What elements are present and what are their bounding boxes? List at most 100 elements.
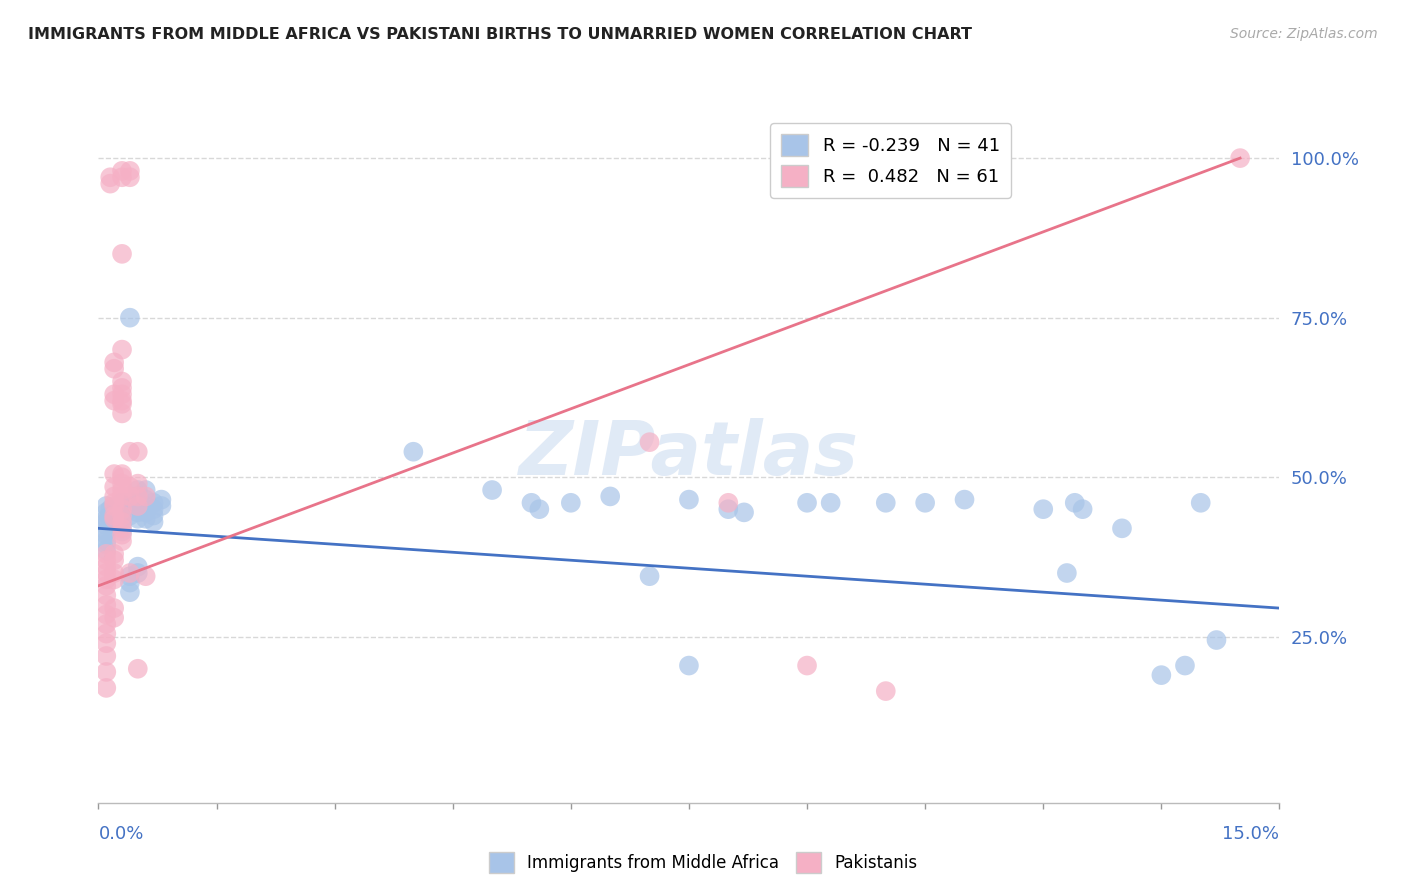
- Point: [820, 496, 842, 510]
- Point: [481, 483, 503, 497]
- Point: [103, 393, 125, 408]
- Point: [127, 662, 149, 676]
- Point: [127, 483, 149, 497]
- Point: [98, 502, 121, 516]
- Point: [103, 499, 125, 513]
- Point: [678, 492, 700, 507]
- Point: [1205, 633, 1227, 648]
- Point: [142, 496, 165, 510]
- Point: [98, 177, 121, 191]
- Point: [96, 681, 118, 695]
- Point: [529, 502, 551, 516]
- Point: [1063, 496, 1085, 510]
- Point: [96, 527, 118, 541]
- Point: [111, 375, 134, 389]
- Point: [96, 524, 118, 539]
- Point: [103, 515, 125, 529]
- Point: [560, 496, 582, 510]
- Point: [118, 310, 141, 325]
- Point: [135, 512, 157, 526]
- Point: [118, 444, 141, 458]
- Point: [96, 553, 118, 567]
- Point: [98, 508, 121, 523]
- Point: [96, 537, 118, 551]
- Point: [96, 636, 118, 650]
- Point: [127, 505, 149, 519]
- Point: [103, 361, 125, 376]
- Point: [103, 601, 125, 615]
- Point: [135, 490, 157, 504]
- Point: [678, 658, 700, 673]
- Point: [96, 598, 118, 612]
- Point: [103, 509, 125, 524]
- Point: [1071, 502, 1094, 516]
- Point: [118, 170, 141, 185]
- Point: [127, 566, 149, 580]
- Point: [142, 515, 165, 529]
- Y-axis label: Births to Unmarried Women: Births to Unmarried Women: [0, 339, 8, 571]
- Point: [111, 512, 134, 526]
- Point: [96, 607, 118, 622]
- Point: [111, 502, 134, 516]
- Point: [150, 499, 173, 513]
- Point: [127, 490, 149, 504]
- Point: [796, 496, 818, 510]
- Legend: R = -0.239   N = 41, R =  0.482   N = 61: R = -0.239 N = 41, R = 0.482 N = 61: [770, 123, 1011, 198]
- Text: 15.0%: 15.0%: [1222, 825, 1279, 843]
- Point: [96, 515, 118, 529]
- Point: [111, 393, 134, 408]
- Point: [96, 579, 118, 593]
- Point: [111, 502, 134, 516]
- Point: [103, 512, 125, 526]
- Point: [733, 505, 755, 519]
- Point: [98, 512, 121, 526]
- Point: [111, 505, 134, 519]
- Point: [96, 499, 118, 513]
- Point: [875, 496, 897, 510]
- Point: [103, 490, 125, 504]
- Point: [142, 502, 165, 516]
- Point: [103, 496, 125, 510]
- Point: [103, 547, 125, 561]
- Point: [111, 518, 134, 533]
- Point: [96, 543, 118, 558]
- Point: [103, 387, 125, 401]
- Point: [111, 527, 134, 541]
- Point: [638, 569, 661, 583]
- Point: [96, 559, 118, 574]
- Point: [796, 658, 818, 673]
- Point: [1229, 151, 1251, 165]
- Point: [103, 505, 125, 519]
- Point: [111, 397, 134, 411]
- Text: IMMIGRANTS FROM MIDDLE AFRICA VS PAKISTANI BIRTHS TO UNMARRIED WOMEN CORRELATION: IMMIGRANTS FROM MIDDLE AFRICA VS PAKISTA…: [28, 27, 972, 42]
- Point: [118, 585, 141, 599]
- Point: [127, 499, 149, 513]
- Point: [103, 480, 125, 494]
- Point: [111, 534, 134, 549]
- Point: [717, 502, 740, 516]
- Point: [1032, 502, 1054, 516]
- Text: ZIPatlas: ZIPatlas: [519, 418, 859, 491]
- Point: [118, 164, 141, 178]
- Point: [103, 573, 125, 587]
- Point: [111, 521, 134, 535]
- Point: [111, 490, 134, 504]
- Point: [135, 569, 157, 583]
- Point: [103, 610, 125, 624]
- Point: [150, 492, 173, 507]
- Point: [118, 490, 141, 504]
- Point: [127, 499, 149, 513]
- Point: [111, 524, 134, 539]
- Point: [135, 505, 157, 519]
- Point: [111, 470, 134, 484]
- Point: [135, 499, 157, 513]
- Point: [142, 508, 165, 523]
- Point: [115, 499, 138, 513]
- Point: [96, 566, 118, 580]
- Point: [103, 355, 125, 369]
- Point: [402, 444, 425, 458]
- Point: [1150, 668, 1173, 682]
- Point: [638, 435, 661, 450]
- Point: [111, 467, 134, 481]
- Point: [96, 617, 118, 632]
